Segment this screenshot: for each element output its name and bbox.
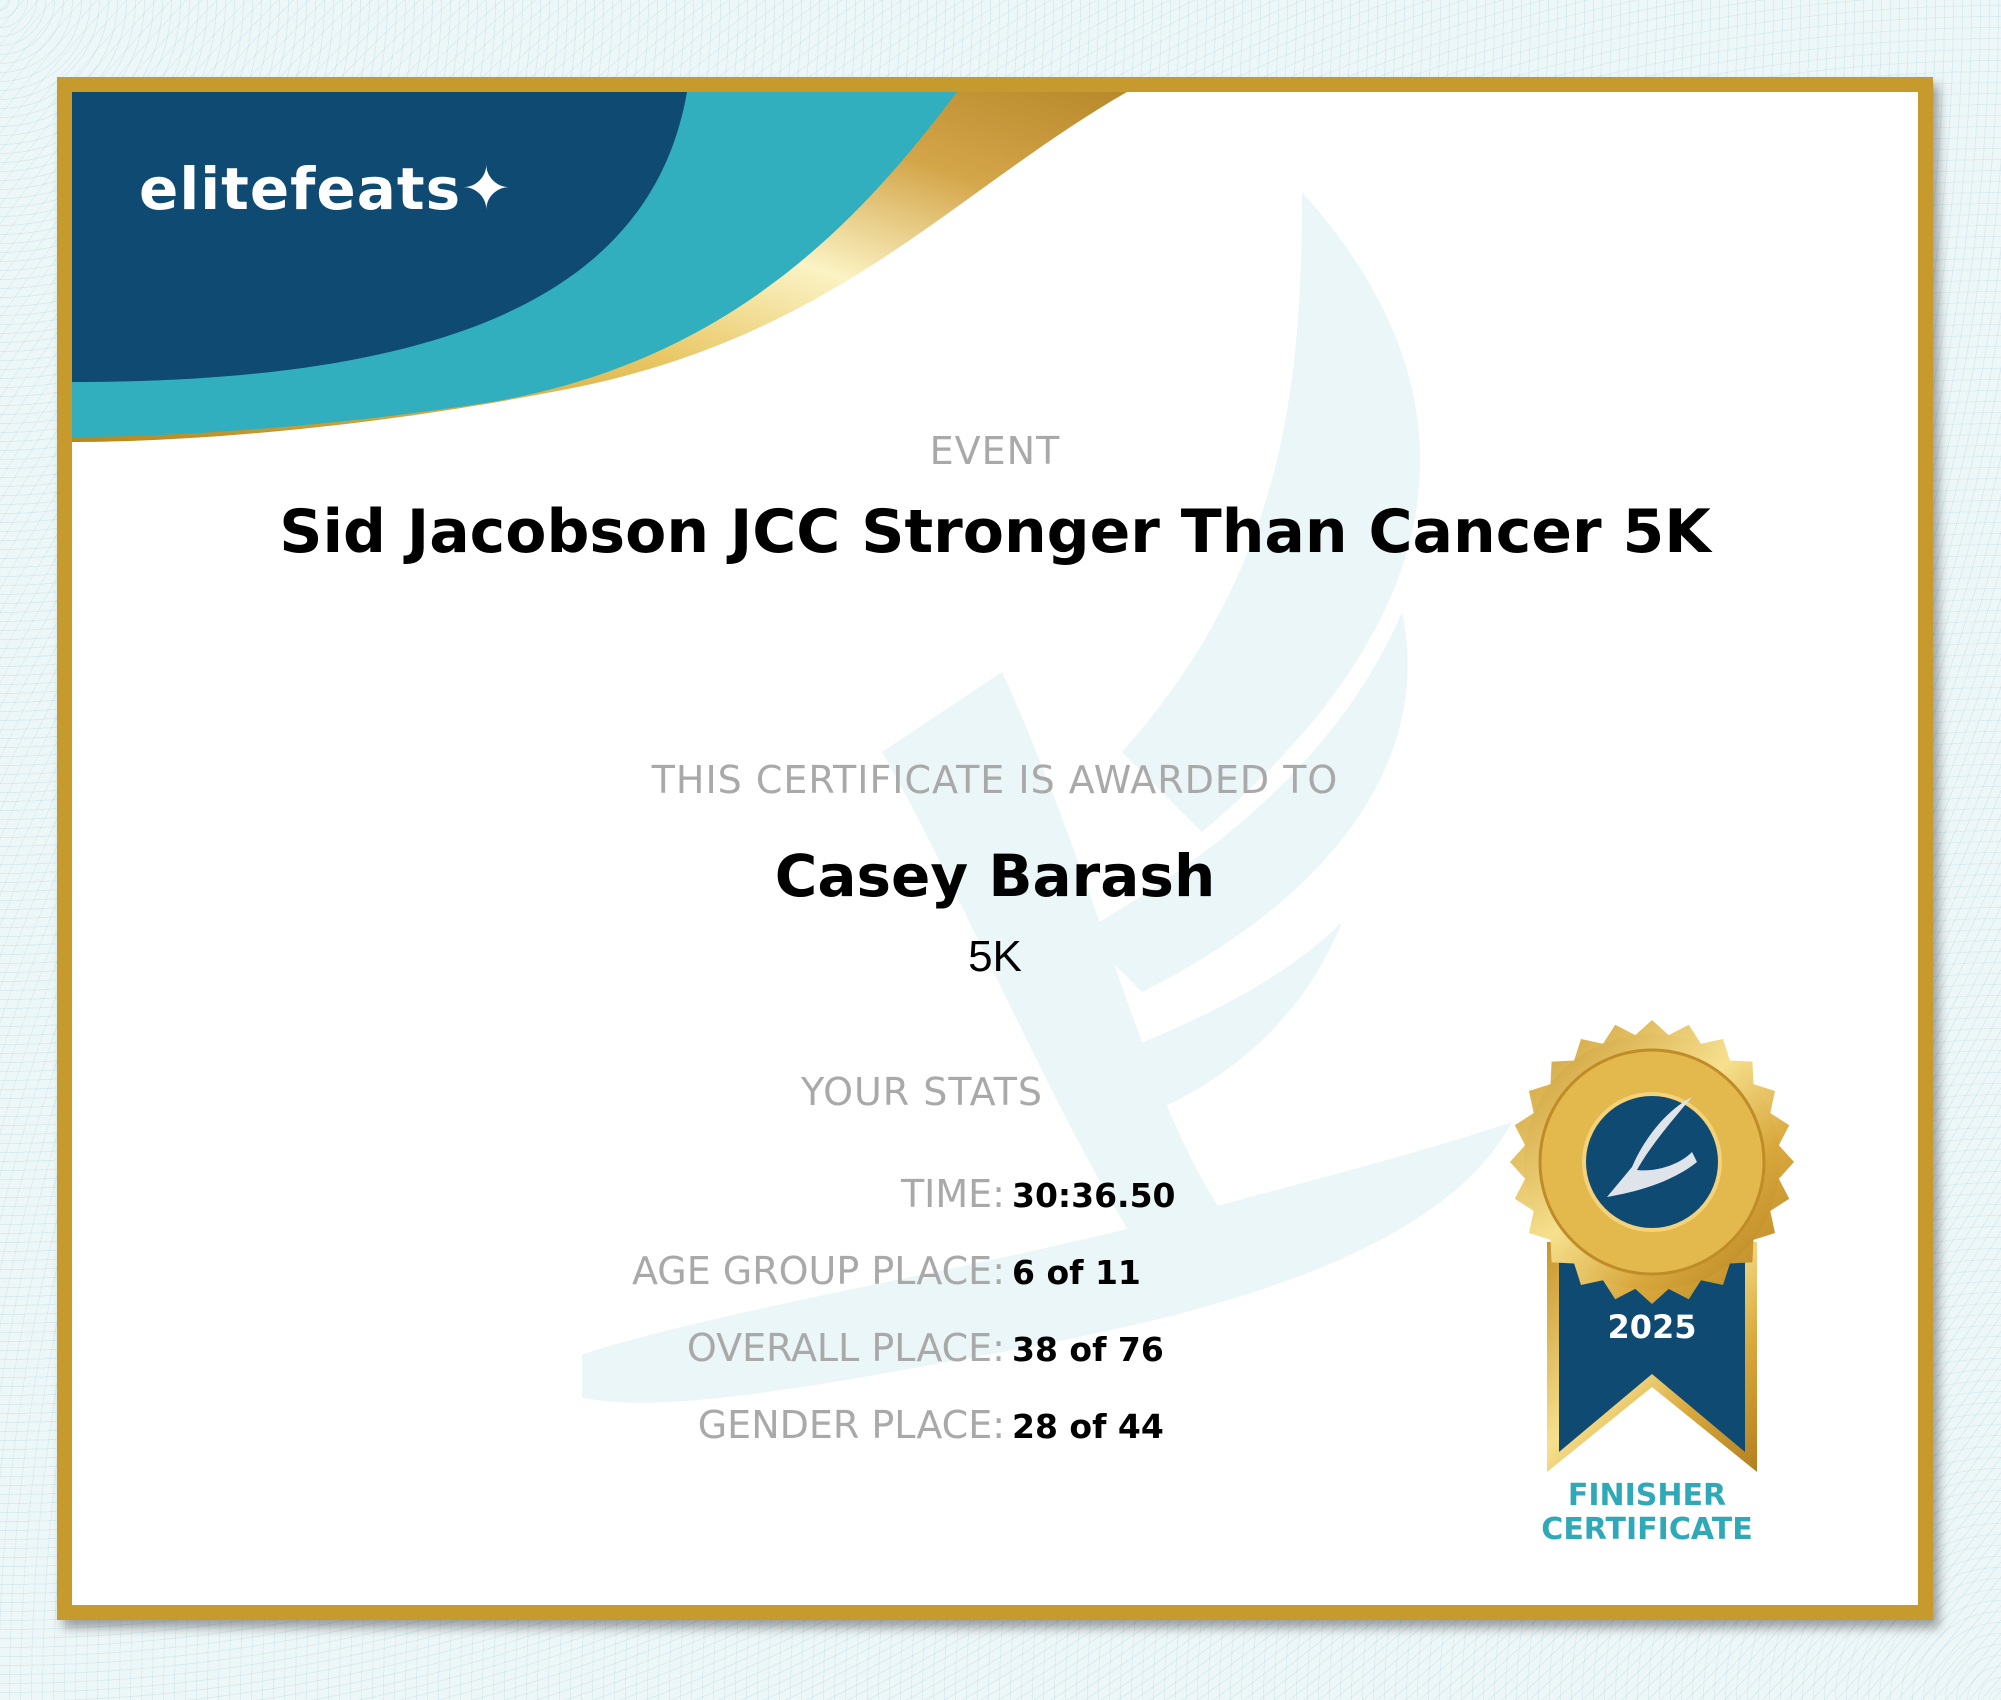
stat-label: TIME:	[900, 1172, 1005, 1216]
finisher-medal-badge: 2025	[1510, 1020, 1794, 1472]
stat-row-age-group: AGE GROUP PLACE: 6 of 11	[72, 1249, 1918, 1299]
event-name: Sid Jacobson JCC Stronger Than Cancer 5K	[279, 497, 1711, 567]
awarded-label: THIS CERTIFICATE IS AWARDED TO	[651, 758, 1339, 802]
recipient-name: Casey Barash	[774, 842, 1216, 910]
winged-foot-watermark-icon	[582, 192, 1512, 1403]
stat-label: AGE GROUP PLACE:	[631, 1249, 1005, 1293]
logo-text: elitefeats	[139, 155, 462, 223]
stat-row-gender: GENDER PLACE: 28 of 44	[72, 1403, 1918, 1453]
stat-label: OVERALL PLACE:	[686, 1326, 1005, 1370]
winged-foot-icon: ✦	[461, 154, 513, 224]
badge-line2: CERTIFICATE	[1541, 1512, 1753, 1547]
stat-label: GENDER PLACE:	[697, 1403, 1005, 1447]
stat-value: 38 of 76	[1012, 1330, 1164, 1369]
header-swoosh	[72, 92, 1127, 442]
stat-value: 30:36.50	[1012, 1176, 1176, 1215]
stat-value: 28 of 44	[1012, 1407, 1164, 1446]
event-label: EVENT	[929, 429, 1061, 473]
stats-title: YOUR STATS	[800, 1070, 1044, 1114]
certificate: elitefeats✦ EVENT Sid Jacobson JCC Stron…	[57, 77, 1933, 1620]
stat-row-overall: OVERALL PLACE: 38 of 76	[72, 1326, 1918, 1376]
badge-year: 2025	[1607, 1308, 1696, 1346]
stat-value: 6 of 11	[1012, 1253, 1141, 1292]
stat-row-time: TIME: 30:36.50	[72, 1172, 1918, 1222]
elitefeats-logo: elitefeats✦	[139, 154, 512, 224]
badge-line1: FINISHER	[1567, 1478, 1727, 1513]
finisher-certificate-label: FINISHER CERTIFICATE	[1472, 1479, 1822, 1547]
race-distance: 5K	[968, 932, 1022, 981]
winged-foot-icon	[1607, 1097, 1697, 1197]
